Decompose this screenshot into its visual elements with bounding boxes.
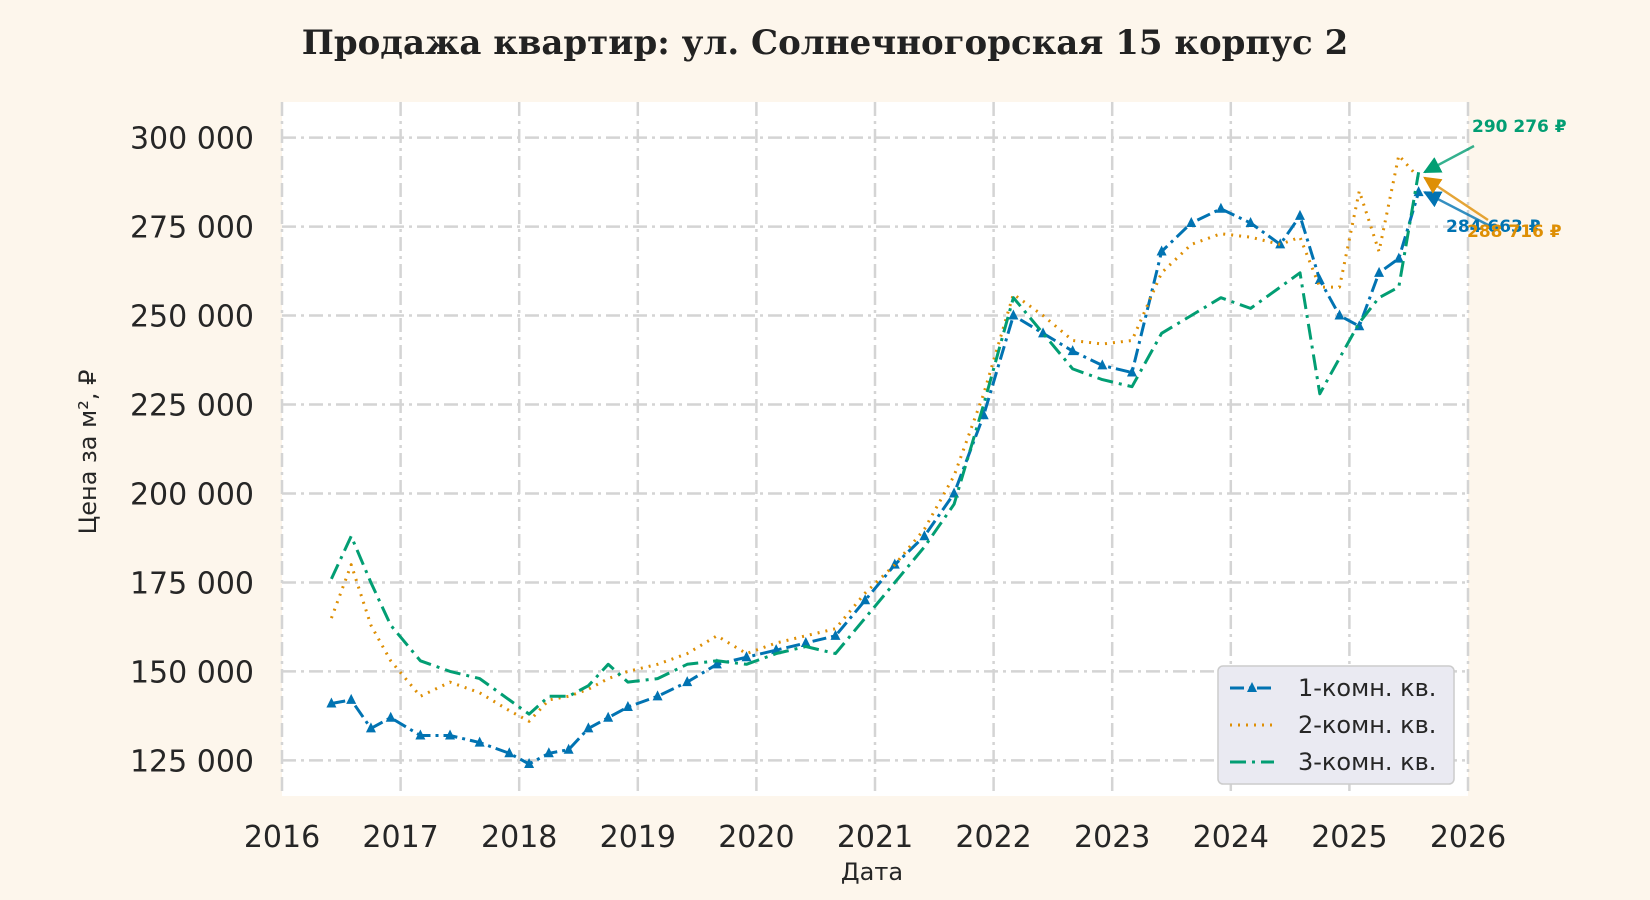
series-1 — [326, 186, 1424, 768]
x-tick-label: 2026 — [1430, 820, 1506, 855]
legend-item: 3-комн. кв. — [1230, 748, 1436, 776]
data-point — [445, 729, 456, 740]
data-point — [1097, 359, 1108, 370]
series-layer — [326, 153, 1424, 768]
series-3 — [330, 171, 1421, 716]
x-tick-label: 2017 — [362, 820, 438, 855]
series-2 — [329, 153, 1420, 723]
data-point — [1374, 266, 1385, 277]
y-tick-label: 275 000 — [130, 211, 254, 246]
x-axis-label: Дата — [841, 858, 903, 886]
data-point — [741, 651, 752, 662]
annotation-label: 290 276 ₽ — [1472, 117, 1567, 137]
annotation-arrow — [1423, 191, 1491, 228]
annotation-label: 284 663 ₽ — [1446, 217, 1541, 237]
data-point — [711, 658, 722, 669]
x-tick-label: 2022 — [955, 820, 1031, 855]
legend-label: 1-комн. кв. — [1298, 674, 1436, 702]
y-tick-label: 300 000 — [130, 122, 254, 157]
data-point — [365, 722, 376, 733]
data-point — [504, 747, 515, 758]
data-point — [415, 729, 426, 740]
data-point — [543, 747, 554, 758]
series-line — [330, 171, 1421, 716]
y-axis: 125 000 150 000 175 000 200 000 225 000 250 0… — [130, 122, 254, 780]
y-tick-label: 225 000 — [130, 389, 254, 424]
annotations: 290 276 ₽ 284 663 ₽288 716 ₽ — [1423, 117, 1567, 242]
data-point — [830, 629, 841, 640]
data-point — [603, 711, 614, 722]
data-point — [1008, 309, 1019, 320]
x-tick-label: 2025 — [1311, 820, 1387, 855]
data-point — [860, 594, 871, 605]
data-point — [1245, 217, 1256, 228]
x-tick-label: 2023 — [1074, 820, 1150, 855]
data-point — [949, 487, 960, 498]
annotation-arrow — [1423, 144, 1475, 174]
legend-label: 2-комн. кв. — [1298, 711, 1436, 739]
legend: 1-комн. кв. 2-комн. кв. 3-комн. кв. — [1217, 665, 1455, 785]
y-tick-label: 125 000 — [130, 744, 254, 779]
data-point — [1126, 366, 1137, 377]
data-point — [385, 711, 396, 722]
data-point — [563, 743, 574, 754]
data-point — [919, 530, 930, 541]
x-axis: 2016 2017 2018 2019 2020 2021 2022 2023 2024 2025… — [244, 820, 1506, 855]
data-point — [1186, 217, 1197, 228]
x-tick-label: 2016 — [244, 820, 320, 855]
data-point — [583, 722, 594, 733]
x-tick-label: 2024 — [1193, 820, 1269, 855]
data-point — [889, 558, 900, 569]
x-tick-label: 2020 — [718, 820, 794, 855]
data-point — [800, 636, 811, 647]
data-point — [682, 676, 693, 687]
data-point — [326, 697, 337, 708]
y-axis-label: Цена за м², ₽ — [74, 370, 102, 535]
x-tick-label: 2021 — [837, 820, 913, 855]
y-tick-label: 250 000 — [130, 300, 254, 335]
y-tick-label: 150 000 — [130, 655, 254, 690]
data-point — [524, 757, 535, 768]
x-tick-label: 2018 — [481, 820, 557, 855]
annotation-label: 288 716 ₽ — [1467, 222, 1562, 242]
legend-label: 3-комн. кв. — [1298, 748, 1436, 776]
data-point — [1215, 202, 1226, 213]
legend-item: 1-комн. кв. — [1230, 674, 1436, 702]
data-point — [622, 701, 633, 712]
data-point — [1156, 245, 1167, 256]
data-point — [1294, 209, 1305, 220]
data-point — [1067, 345, 1078, 356]
data-point — [1334, 309, 1345, 320]
y-tick-label: 200 000 — [130, 477, 254, 512]
series-line — [329, 153, 1420, 723]
annotation-arrow — [1423, 176, 1489, 222]
chart-title: Продажа квартир: ул. Солнечногорская 15 … — [302, 23, 1349, 63]
legend-marker — [1247, 682, 1257, 692]
legend-item: 2-комн. кв. — [1230, 711, 1436, 739]
data-point — [346, 693, 357, 704]
data-point — [1393, 252, 1404, 263]
y-tick-label: 175 000 — [130, 566, 254, 601]
legend-box — [1217, 665, 1455, 785]
data-point — [474, 736, 485, 747]
x-tick-label: 2019 — [600, 820, 676, 855]
data-point — [1314, 273, 1325, 284]
data-point — [652, 690, 663, 701]
